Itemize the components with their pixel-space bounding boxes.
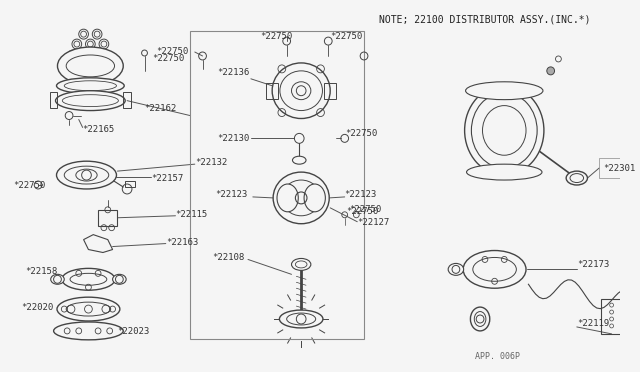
Text: *22157: *22157 <box>151 174 184 183</box>
Text: *22750: *22750 <box>347 207 379 216</box>
Ellipse shape <box>465 86 544 175</box>
Text: *22750: *22750 <box>152 54 184 64</box>
Text: APP. 006P: APP. 006P <box>476 352 520 361</box>
Text: *22023: *22023 <box>117 327 150 336</box>
Text: *22750: *22750 <box>330 32 362 41</box>
Text: NOTE; 22100 DISTRIBUTOR ASSY.(INC.*): NOTE; 22100 DISTRIBUTOR ASSY.(INC.*) <box>378 14 590 24</box>
Bar <box>98 210 117 226</box>
Text: *22119: *22119 <box>577 320 609 328</box>
Text: *22020: *22020 <box>20 302 53 312</box>
Text: *22123: *22123 <box>345 190 377 199</box>
Ellipse shape <box>566 171 588 185</box>
Ellipse shape <box>62 268 115 290</box>
Ellipse shape <box>273 172 329 224</box>
Bar <box>190 31 364 339</box>
Ellipse shape <box>113 274 126 284</box>
Ellipse shape <box>56 161 116 189</box>
Text: *22750: *22750 <box>346 129 378 138</box>
Text: *22165: *22165 <box>83 125 115 134</box>
Ellipse shape <box>280 310 323 328</box>
Text: *22750: *22750 <box>260 32 293 41</box>
Bar <box>266 83 278 99</box>
Ellipse shape <box>54 322 124 340</box>
Text: *22158: *22158 <box>26 267 58 276</box>
Text: *22123: *22123 <box>215 190 248 199</box>
Text: *22750: *22750 <box>156 46 188 55</box>
Ellipse shape <box>448 263 463 275</box>
Ellipse shape <box>58 47 124 85</box>
Ellipse shape <box>470 307 490 331</box>
Text: *22136: *22136 <box>217 68 250 77</box>
Circle shape <box>547 67 554 75</box>
Ellipse shape <box>291 259 311 270</box>
Text: *22301: *22301 <box>603 164 635 173</box>
Bar <box>125 181 135 187</box>
Text: *22173: *22173 <box>577 260 609 269</box>
Text: *22750: *22750 <box>13 180 45 189</box>
Text: *22162: *22162 <box>145 104 177 113</box>
Ellipse shape <box>57 297 120 321</box>
Ellipse shape <box>56 91 125 110</box>
Bar <box>599 158 633 178</box>
Text: *22750: *22750 <box>349 205 382 214</box>
Bar <box>124 92 131 108</box>
Text: *22132: *22132 <box>195 158 227 167</box>
Polygon shape <box>84 235 113 253</box>
Text: *22127: *22127 <box>357 218 390 227</box>
Ellipse shape <box>51 274 64 284</box>
Ellipse shape <box>467 164 542 180</box>
Ellipse shape <box>463 250 526 288</box>
Ellipse shape <box>272 63 330 119</box>
Ellipse shape <box>56 78 124 94</box>
Text: *22163: *22163 <box>166 238 198 247</box>
Ellipse shape <box>277 184 298 212</box>
Text: *22108: *22108 <box>212 253 244 262</box>
Ellipse shape <box>465 82 543 100</box>
Ellipse shape <box>292 156 306 164</box>
Bar <box>50 92 58 108</box>
Text: *22130: *22130 <box>217 134 250 143</box>
Ellipse shape <box>304 184 325 212</box>
Bar <box>324 83 336 99</box>
Bar <box>601 299 622 334</box>
Text: *22115: *22115 <box>175 210 208 219</box>
